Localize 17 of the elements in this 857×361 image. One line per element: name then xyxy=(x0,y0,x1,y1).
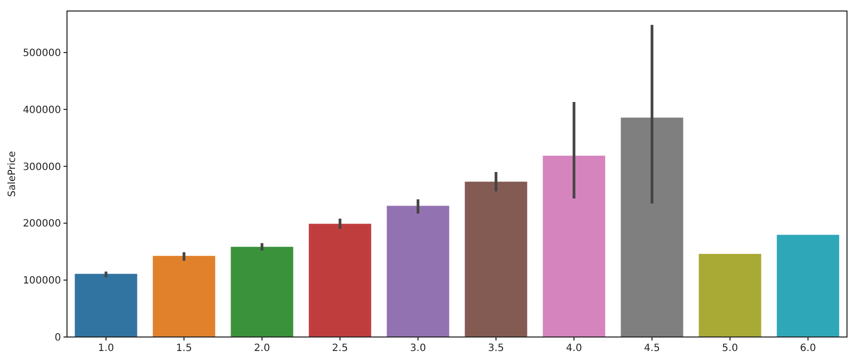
x-tick-label: 3.5 xyxy=(488,343,504,354)
x-tick-label: 3.0 xyxy=(410,343,426,354)
x-tick-label: 1.0 xyxy=(98,343,114,354)
y-tick-label: 200000 xyxy=(22,218,61,230)
y-tick-label: 100000 xyxy=(22,276,61,287)
x-tick-label: 6.0 xyxy=(800,343,816,354)
x-tick-label: 1.5 xyxy=(176,343,192,354)
y-tick-label: 300000 xyxy=(22,162,61,173)
x-tick-label: 4.5 xyxy=(644,343,660,354)
y-tick-label: 0 xyxy=(54,332,61,344)
y-axis-title: SalePrice xyxy=(7,151,18,197)
y-tick-label: 400000 xyxy=(22,104,61,116)
x-tick-label: 2.0 xyxy=(254,343,270,354)
x-tick-label: 5.0 xyxy=(722,343,738,354)
x-tick-label: 2.5 xyxy=(332,343,348,354)
y-tick-label: 500000 xyxy=(22,48,61,60)
x-tick-label: 4.0 xyxy=(566,343,582,354)
